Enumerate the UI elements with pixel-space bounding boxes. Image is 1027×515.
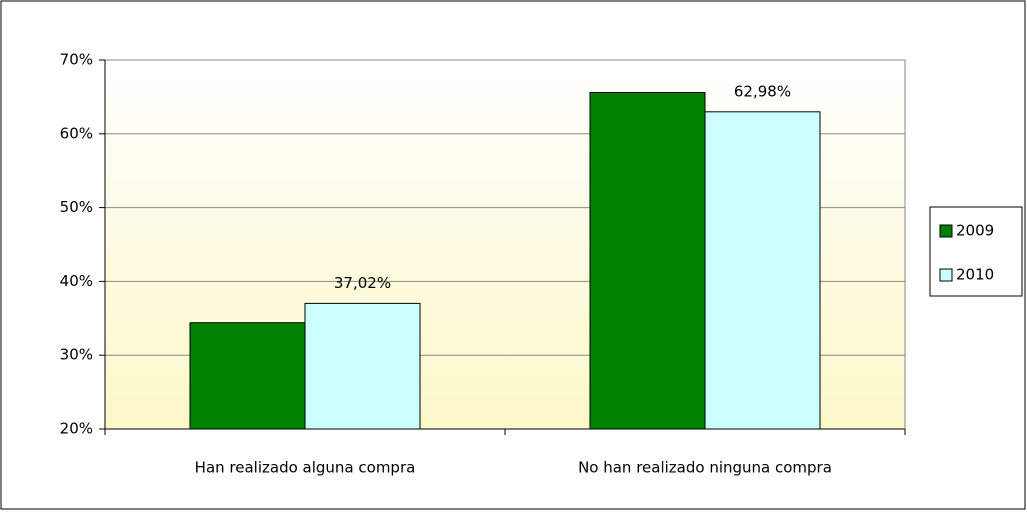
legend-swatch [939, 268, 953, 282]
y-tick-label: 40% [60, 272, 93, 290]
legend-swatch [939, 224, 953, 238]
bar [589, 91, 706, 430]
x-tick-label: Han realizado alguna compra [195, 459, 416, 477]
x-tick-label: No han realizado ninguna compra [578, 459, 832, 477]
bar [304, 302, 421, 430]
y-tick-label: 50% [60, 198, 93, 216]
data-label: 37,02% [334, 274, 391, 292]
y-tick-label: 70% [60, 51, 93, 69]
data-label: 62,98% [734, 82, 791, 100]
bar [704, 111, 821, 430]
legend-label: 2010 [956, 266, 994, 284]
y-tick-label: 60% [60, 124, 93, 142]
y-tick-label: 30% [60, 346, 93, 364]
bar [189, 322, 306, 430]
y-tick-label: 20% [60, 420, 93, 438]
legend-label: 2009 [956, 222, 994, 240]
